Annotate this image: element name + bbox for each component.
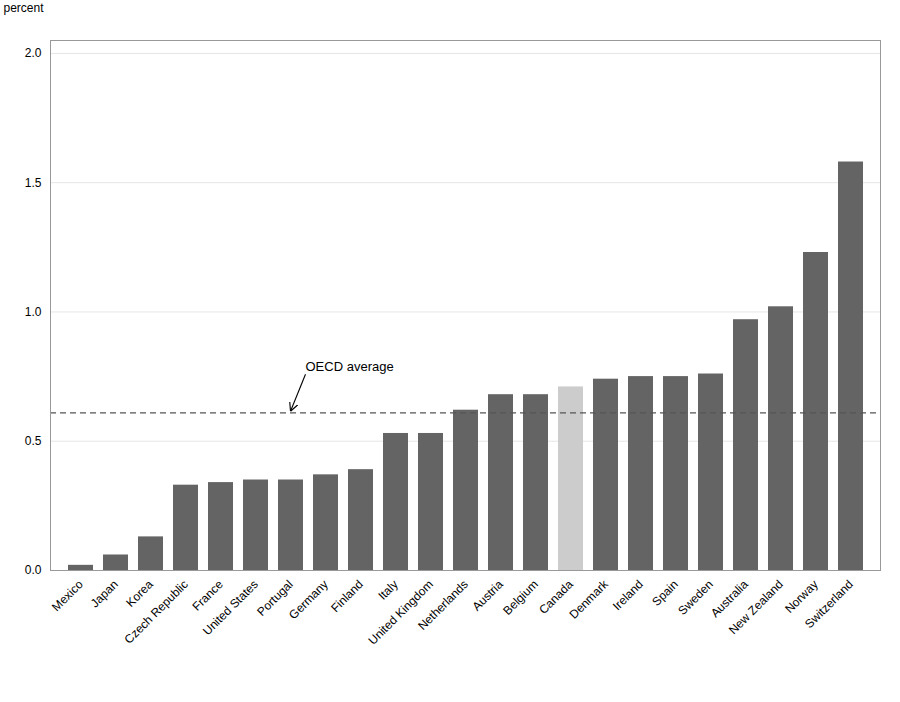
svg-text:Mexico: Mexico bbox=[49, 577, 86, 614]
svg-text:Switzerland: Switzerland bbox=[802, 577, 856, 631]
svg-text:Ireland: Ireland bbox=[610, 577, 646, 613]
svg-text:United Kingdom: United Kingdom bbox=[365, 577, 436, 648]
svg-text:Italy: Italy bbox=[375, 577, 400, 602]
svg-text:France: France bbox=[189, 577, 226, 614]
svg-text:0.0: 0.0 bbox=[25, 563, 42, 577]
svg-text:Japan: Japan bbox=[88, 577, 121, 610]
svg-text:0.5: 0.5 bbox=[25, 434, 42, 448]
svg-text:Germany: Germany bbox=[286, 577, 331, 622]
svg-text:Denmark: Denmark bbox=[567, 577, 612, 622]
svg-text:Canada: Canada bbox=[536, 577, 576, 617]
svg-text:Austria: Austria bbox=[469, 577, 506, 614]
svg-text:Belgium: Belgium bbox=[500, 577, 541, 618]
svg-text:OECD average: OECD average bbox=[306, 359, 394, 374]
svg-text:Netherlands: Netherlands bbox=[415, 577, 471, 633]
svg-text:United States: United States bbox=[200, 577, 261, 638]
svg-text:Australia: Australia bbox=[707, 577, 751, 621]
svg-text:New Zealand: New Zealand bbox=[726, 577, 786, 637]
svg-text:Portugal: Portugal bbox=[254, 577, 296, 619]
svg-text:Czech Republic: Czech Republic bbox=[122, 577, 191, 646]
svg-text:Sweden: Sweden bbox=[675, 577, 716, 618]
svg-text:Norway: Norway bbox=[782, 577, 821, 616]
svg-text:2.0: 2.0 bbox=[25, 46, 42, 60]
svg-text:percent: percent bbox=[4, 1, 45, 15]
svg-text:1.5: 1.5 bbox=[25, 176, 42, 190]
svg-text:Korea: Korea bbox=[123, 577, 156, 610]
svg-text:1.0: 1.0 bbox=[25, 305, 42, 319]
svg-text:Spain: Spain bbox=[649, 577, 681, 609]
svg-text:Finland: Finland bbox=[328, 577, 366, 615]
